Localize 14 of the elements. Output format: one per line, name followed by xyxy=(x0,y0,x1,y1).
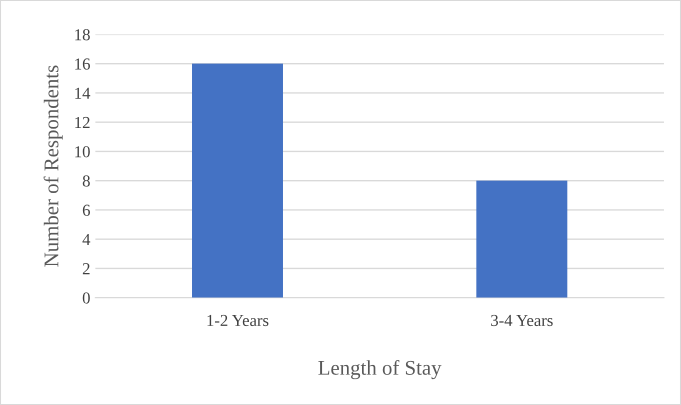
y-tick-label: 16 xyxy=(75,58,90,70)
y-axis-title: Number of Respondents xyxy=(44,66,63,267)
y-tick-label: 2 xyxy=(82,263,90,274)
y-tick-label: 4 xyxy=(82,234,90,245)
y-tick-label: 12 xyxy=(75,116,90,128)
y-tick-label: 18 xyxy=(75,29,90,40)
x-axis-title: Length of Stay xyxy=(318,360,442,380)
y-tick-label: 8 xyxy=(82,175,90,187)
x-tick-label: 3-4 Years xyxy=(491,314,553,326)
y-tick-label: 10 xyxy=(75,146,90,158)
x-tick-label: 1-2 Years xyxy=(207,314,268,326)
y-tick-label: 6 xyxy=(82,204,90,216)
y-tick-label: 0 xyxy=(82,292,90,304)
y-tick-label: 14 xyxy=(75,88,90,99)
